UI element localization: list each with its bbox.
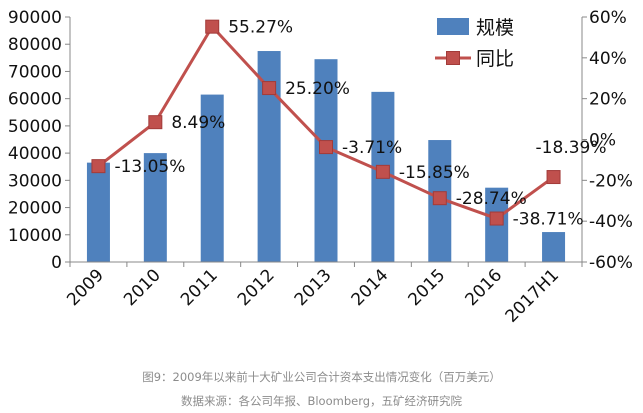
line-marker (148, 115, 163, 130)
data-label: -38.71% (513, 210, 584, 230)
bar (542, 232, 566, 262)
data-label: 55.27% (228, 18, 293, 38)
legend-line-label: 同比 (476, 48, 514, 70)
data-label: -18.39% (536, 138, 607, 158)
data-label: -15.85% (399, 163, 470, 183)
right-tick-label: 20% (589, 90, 627, 110)
right-tick-label: 0% (589, 131, 616, 151)
left-axis: 0 10000 20000 30000 40000 50000 60000 70000 8000… (8, 8, 71, 273)
line-marker (262, 81, 277, 96)
bar (86, 162, 110, 262)
x-tick-label: 2011 (177, 265, 222, 310)
data-label: -13.05% (114, 157, 185, 177)
bar (200, 94, 224, 262)
line-marker (319, 140, 333, 155)
right-tick-label: -60% (589, 253, 633, 273)
x-tick-label: 2015 (405, 265, 450, 310)
line-marker (91, 159, 106, 174)
x-tick-label: 2009 (63, 265, 108, 310)
left-tick-label: 90000 (8, 8, 62, 28)
x-tick-label: 2012 (234, 265, 279, 310)
legend-bar-swatch (437, 18, 469, 35)
data-label: -28.74% (456, 189, 527, 209)
left-tick-label: 10000 (8, 226, 62, 246)
left-tick-label: 70000 (8, 62, 62, 82)
left-tick-label: 80000 (8, 35, 62, 55)
line-marker (489, 211, 504, 226)
x-tick-label: 2017H1 (502, 265, 563, 326)
right-tick-label: 40% (589, 49, 627, 69)
left-tick-label: 50000 (8, 117, 62, 137)
line-marker (432, 191, 447, 206)
right-axis: -60% -40% -20% 0% 20% 40% 60% (581, 8, 633, 273)
left-tick-label: 40000 (8, 144, 62, 164)
bar (257, 51, 281, 263)
line-marker (205, 19, 220, 34)
x-tick-label: 2010 (120, 265, 165, 310)
x-tick-label: 2014 (348, 265, 393, 310)
line-series: -13.05% 8.49% 55.27% 25.20% -3.71% -15.85% -28… (91, 18, 607, 230)
left-tick-label: 0 (51, 253, 62, 273)
right-tick-label: -20% (589, 171, 633, 191)
x-tick-label: 2013 (291, 265, 336, 310)
left-tick-label: 30000 (8, 171, 62, 191)
left-tick-label: 60000 (8, 90, 62, 110)
source-caption: 数据来源：各公司年报、Bloomberg，五矿经济研究院 (180, 394, 463, 408)
bar (143, 153, 167, 262)
left-tick-label: 20000 (8, 199, 62, 219)
x-tick-label: 2016 (461, 265, 506, 310)
right-tick-label: 60% (589, 8, 627, 28)
line-marker (546, 170, 561, 185)
data-label: 25.20% (285, 79, 350, 99)
bar (314, 59, 338, 262)
legend-line-marker (446, 51, 460, 65)
legend-bar-label: 规模 (476, 17, 514, 39)
figure-caption: 图9：2009年以来前十大矿业公司合计资本支出情况变化（百万美元） (142, 370, 501, 384)
right-tick-label: -40% (589, 212, 633, 232)
line-marker (375, 164, 390, 179)
data-label: -3.71% (342, 138, 402, 158)
data-label: 8.49% (171, 113, 225, 133)
